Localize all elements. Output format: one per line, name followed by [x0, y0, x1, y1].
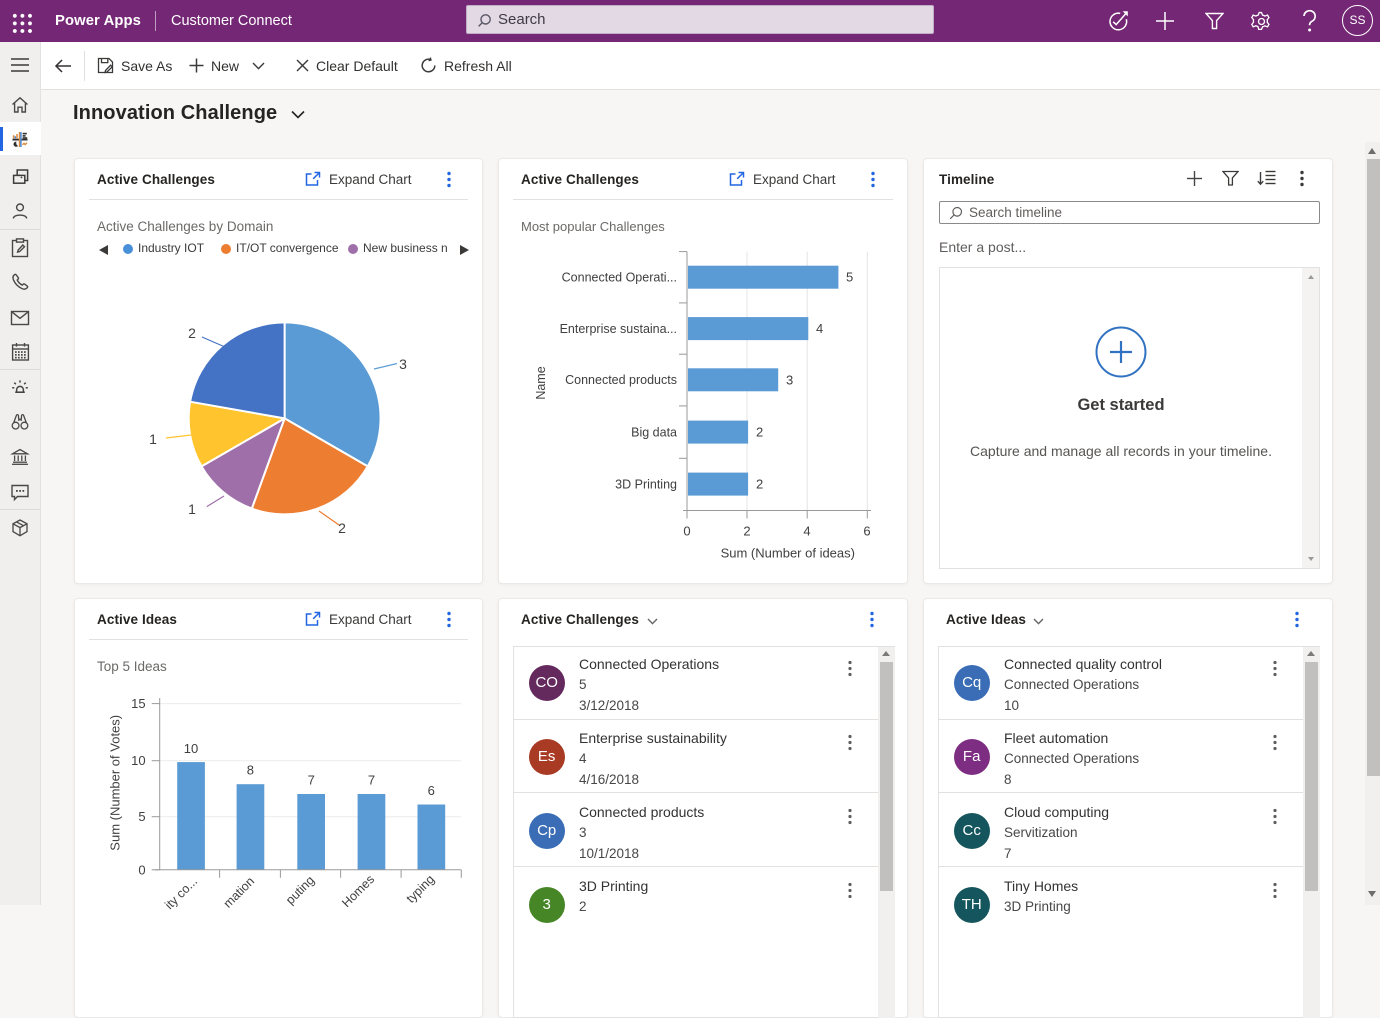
- svg-text:ity co...: ity co...: [162, 874, 200, 912]
- svg-text:Enterprise sustaina...: Enterprise sustaina...: [560, 322, 677, 336]
- svg-text:Big data: Big data: [631, 425, 677, 439]
- svg-text:5: 5: [846, 270, 853, 285]
- svg-text:0: 0: [683, 524, 690, 539]
- svg-text:2: 2: [338, 520, 346, 536]
- svg-text:typing: typing: [404, 872, 438, 906]
- svg-text:4: 4: [803, 524, 810, 539]
- svg-text:2: 2: [756, 477, 763, 492]
- svg-text:2: 2: [756, 425, 763, 440]
- svg-text:2: 2: [188, 325, 196, 341]
- svg-text:10: 10: [184, 741, 198, 756]
- svg-text:Sum (Number of Votes): Sum (Number of Votes): [107, 715, 122, 851]
- svg-text:3: 3: [786, 372, 793, 387]
- svg-text:Homes: Homes: [339, 872, 377, 910]
- svg-text:1: 1: [188, 501, 196, 517]
- svg-text:7: 7: [368, 773, 375, 788]
- svg-text:3D Printing: 3D Printing: [615, 477, 677, 491]
- svg-text:1: 1: [149, 431, 157, 447]
- svg-text:puting: puting: [283, 873, 317, 907]
- svg-text:15: 15: [131, 696, 145, 711]
- svg-text:Name: Name: [534, 366, 548, 399]
- svg-text:5: 5: [138, 809, 145, 824]
- svg-text:Sum (Number of ideas): Sum (Number of ideas): [721, 545, 855, 560]
- svg-text:8: 8: [247, 763, 254, 778]
- svg-text:mation: mation: [221, 874, 257, 910]
- svg-text:3: 3: [399, 356, 407, 372]
- svg-text:10: 10: [131, 753, 145, 768]
- svg-text:Connected products: Connected products: [565, 373, 677, 387]
- svg-text:7: 7: [308, 773, 315, 788]
- svg-text:4: 4: [816, 321, 823, 336]
- svg-text:6: 6: [428, 783, 435, 798]
- svg-text:6: 6: [863, 524, 870, 539]
- svg-text:2: 2: [743, 524, 750, 539]
- svg-text:Connected Operati...: Connected Operati...: [562, 270, 677, 284]
- svg-text:0: 0: [138, 862, 145, 877]
